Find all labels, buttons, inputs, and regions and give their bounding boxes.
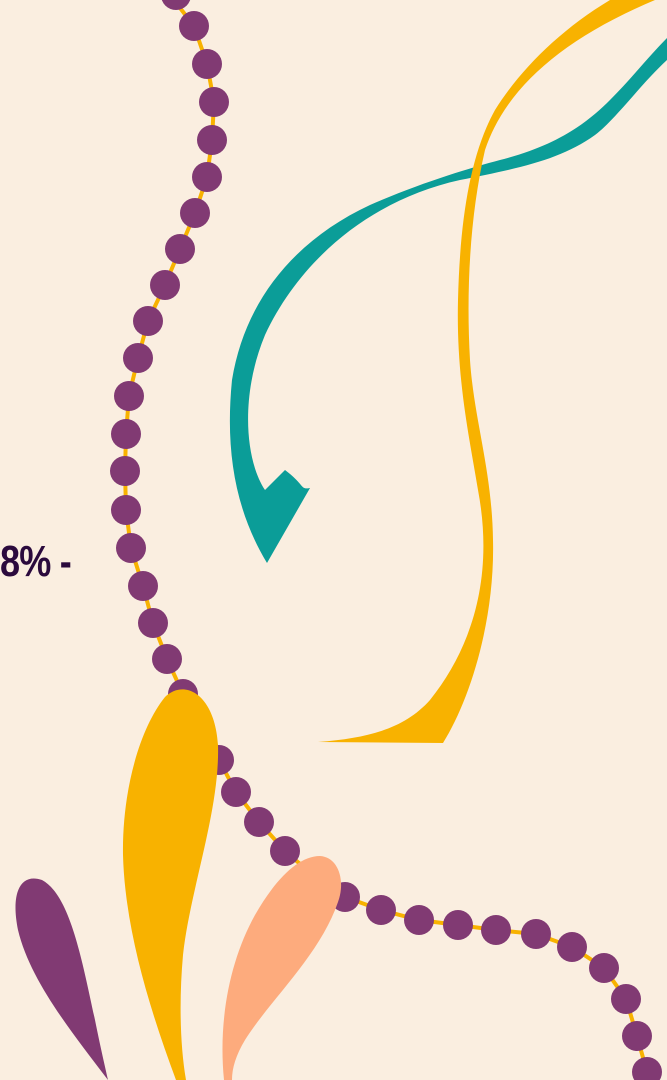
- bead: [161, 0, 191, 10]
- bead: [123, 343, 153, 373]
- yellow-ribbon: [318, 0, 655, 743]
- teal-ribbon: [229, 38, 667, 563]
- bead: [366, 895, 396, 925]
- peach-leaf: [222, 856, 342, 1080]
- bead: [611, 984, 641, 1014]
- bead: [221, 777, 251, 807]
- bead: [111, 419, 141, 449]
- bead: [622, 1021, 652, 1051]
- bead: [165, 234, 195, 264]
- bead: [521, 919, 551, 949]
- bead: [111, 495, 141, 525]
- bead: [192, 162, 222, 192]
- bead: [128, 571, 158, 601]
- bead: [114, 381, 144, 411]
- bead: [192, 49, 222, 79]
- bead: [150, 270, 180, 300]
- bead: [116, 533, 146, 563]
- bead: [443, 910, 473, 940]
- bead: [138, 608, 168, 638]
- bead: [197, 125, 227, 155]
- bead: [589, 953, 619, 983]
- bead: [481, 915, 511, 945]
- bead: [270, 836, 300, 866]
- purple-leaf: [15, 878, 109, 1080]
- stat-text: 8% -: [0, 537, 72, 586]
- bead: [244, 807, 274, 837]
- bead: [404, 905, 434, 935]
- bead: [632, 1057, 662, 1080]
- bead: [152, 644, 182, 674]
- bead: [110, 456, 140, 486]
- bead: [133, 306, 163, 336]
- bead: [557, 932, 587, 962]
- yellow-leaf: [122, 689, 219, 1080]
- bead-chain: [110, 0, 662, 1080]
- bead: [180, 198, 210, 228]
- bead: [179, 11, 209, 41]
- bead: [199, 87, 229, 117]
